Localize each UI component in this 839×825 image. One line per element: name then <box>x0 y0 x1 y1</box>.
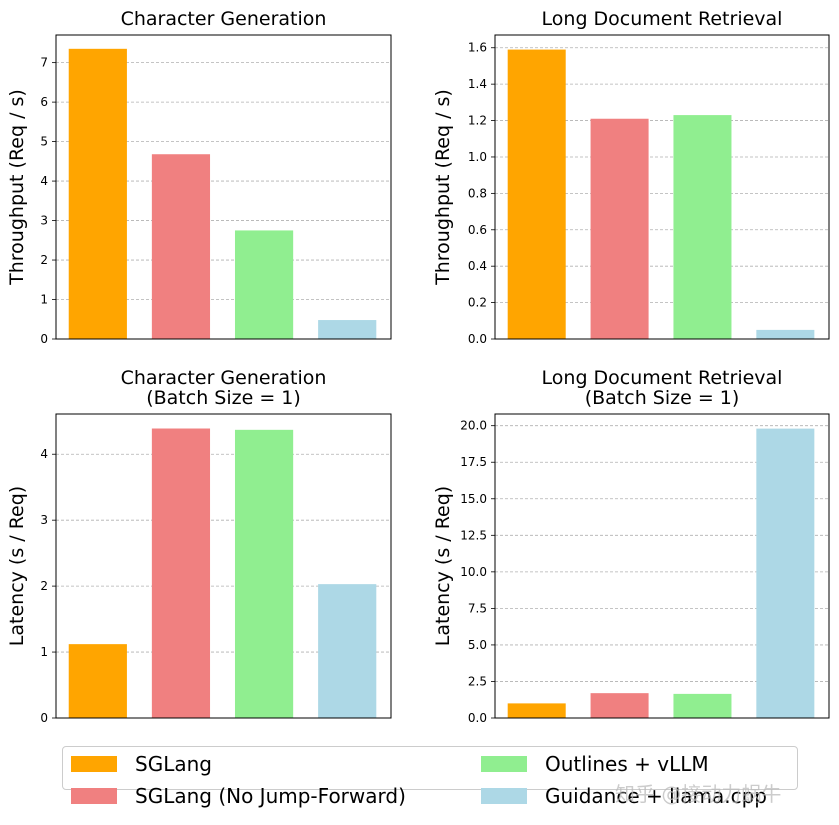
y-tick-label: 1.4 <box>468 77 487 91</box>
legend-swatch <box>481 756 527 772</box>
y-axis-label: Latency (s / Req) <box>432 486 454 646</box>
y-tick-label: 6 <box>40 95 48 109</box>
axes-frame <box>494 34 830 340</box>
y-tick-label: 0.2 <box>468 296 487 310</box>
y-tick-label: 7 <box>40 56 48 70</box>
y-tick-label: 1 <box>40 293 48 307</box>
bar <box>234 429 294 718</box>
bar <box>590 118 649 339</box>
bar <box>234 230 294 339</box>
legend-item-outlines-vllm: Outlines + vLLM <box>481 749 709 779</box>
bar <box>756 428 815 718</box>
y-tick-label: 4 <box>40 447 48 461</box>
bar <box>756 329 815 339</box>
y-tick-label: 10.0 <box>460 565 487 579</box>
legend: SGLang SGLang (No Jump-Forward) Outlines… <box>62 746 798 808</box>
y-tick-label: 1.2 <box>468 114 487 128</box>
bar <box>151 154 211 339</box>
y-tick-label: 15.0 <box>460 492 487 506</box>
chart-title: Long Document Retrieval <box>542 367 783 389</box>
legend-label: Outlines + vLLM <box>545 752 709 776</box>
y-tick-label: 0.6 <box>468 223 487 237</box>
legend-item-guidance-llamacpp: Guidance + llama.cpp <box>481 781 767 811</box>
y-tick-label: 0.0 <box>468 711 487 725</box>
y-tick-label: 4 <box>40 174 48 188</box>
y-tick-label: 5.0 <box>468 638 487 652</box>
legend-swatch <box>71 788 117 804</box>
y-axis-label: Latency (s / Req) <box>6 486 28 646</box>
y-tick-label: 3 <box>40 214 48 228</box>
y-tick-label: 20.0 <box>460 419 487 433</box>
bar <box>673 115 732 339</box>
legend-swatch <box>71 756 117 772</box>
axes-frame <box>494 413 830 719</box>
chart-title: Long Document Retrieval <box>542 8 783 30</box>
y-tick-label: 0 <box>40 332 48 346</box>
y-tick-label: 1.0 <box>468 150 487 164</box>
y-tick-label: 1.6 <box>468 41 487 55</box>
y-tick-label: 12.5 <box>460 528 487 542</box>
bar <box>318 584 377 718</box>
y-axis-label: Throughput (Req / s) <box>6 89 28 286</box>
bar <box>151 428 211 718</box>
axes-frame <box>55 413 392 719</box>
legend-label: Guidance + llama.cpp <box>545 784 767 808</box>
chart-title: (Batch Size = 1) <box>585 387 740 409</box>
chart-title: Character Generation <box>121 8 327 30</box>
y-tick-label: 17.5 <box>460 455 487 469</box>
bar <box>68 48 127 340</box>
y-tick-label: 5 <box>40 135 48 149</box>
y-tick-label: 2 <box>40 579 48 593</box>
y-tick-label: 3 <box>40 513 48 527</box>
y-tick-label: 2.5 <box>468 674 487 688</box>
bar <box>68 644 127 718</box>
y-tick-label: 0 <box>40 711 48 725</box>
legend-label: SGLang (No Jump-Forward) <box>135 784 406 808</box>
y-tick-label: 0.4 <box>468 259 487 273</box>
bar <box>507 49 566 340</box>
chart-title: Character Generation <box>121 367 327 389</box>
chart-panel: 0.0 2.5 5.0 7.5 10.0 12.5 15.0 17.5 20.0 Long Doc… <box>432 367 830 725</box>
y-tick-label: 0.0 <box>468 332 487 346</box>
legend-label: SGLang <box>135 752 212 776</box>
legend-swatch <box>481 788 527 804</box>
y-axis-label: Throughput (Req / s) <box>432 89 454 286</box>
y-tick-label: 7.5 <box>468 601 487 615</box>
chart-panel: 0 1 2 3 4 5 6 7 Character Generation Throughput (… <box>6 8 392 346</box>
y-tick-label: 0.8 <box>468 186 487 200</box>
legend-item-sglang: SGLang <box>71 749 212 779</box>
chart-title: (Batch Size = 1) <box>146 387 301 409</box>
bar <box>318 320 377 339</box>
watermark: 知乎 @接动力蜗牛 <box>615 782 782 806</box>
chart-panel: 0 1 2 3 4 Character Generation(Batch Size = 1… <box>6 367 392 725</box>
axes-frame <box>55 34 392 340</box>
y-tick-label: 1 <box>40 645 48 659</box>
bar <box>507 703 566 718</box>
chart-panel: 0.0 0.2 0.4 0.6 0.8 1.0 1.2 1.4 1.6 Long Document… <box>432 8 830 346</box>
bar <box>590 693 649 718</box>
legend-item-sglang-no-jump-forward: SGLang (No Jump-Forward) <box>71 781 406 811</box>
bar <box>673 693 732 718</box>
y-tick-label: 2 <box>40 253 48 267</box>
